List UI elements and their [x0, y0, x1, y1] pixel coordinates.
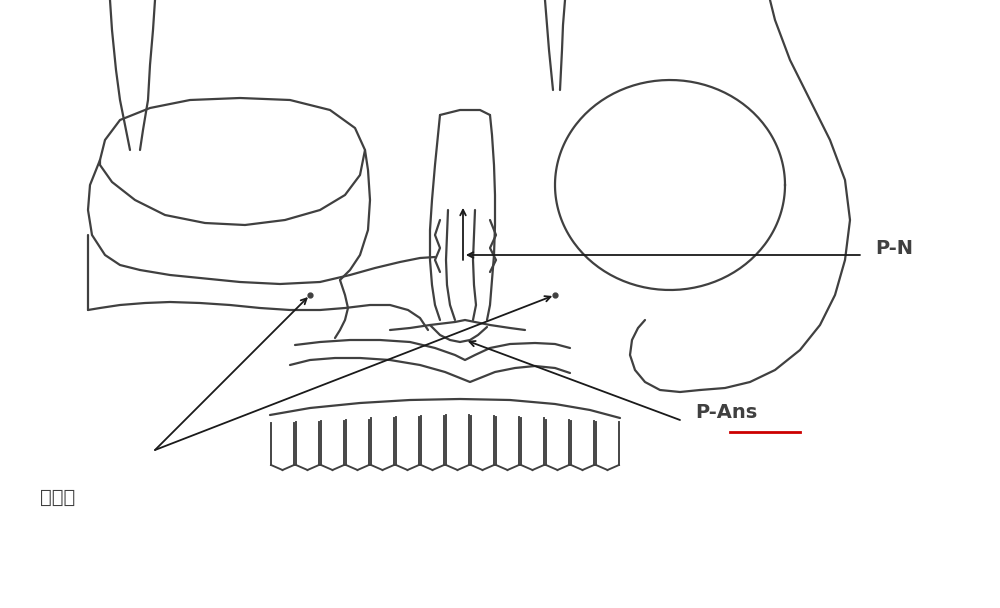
Text: P-N: P-N — [875, 238, 913, 258]
Text: P-Ans: P-Ans — [695, 404, 757, 423]
Text: 睹下孔: 睹下孔 — [40, 488, 75, 507]
